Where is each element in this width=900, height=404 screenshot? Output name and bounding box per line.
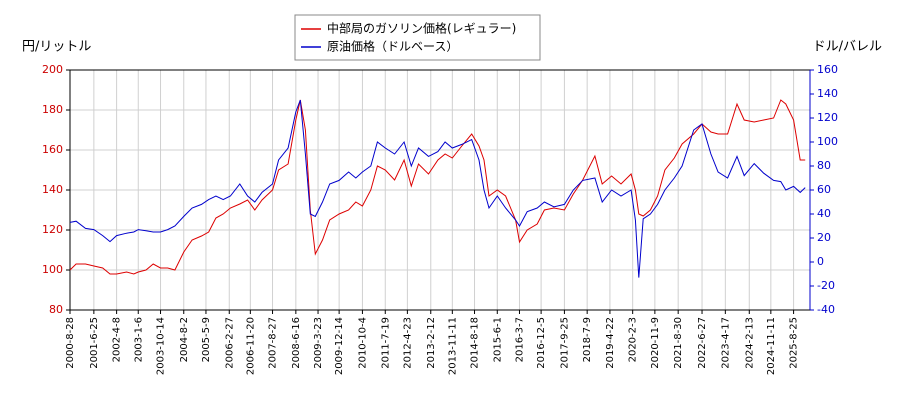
x-tick-label: 2005-5-9	[201, 317, 212, 362]
x-tick-label: 2013-11-11	[447, 317, 458, 375]
x-tick-label: 2003-1-6	[133, 317, 144, 362]
x-tick-label: 2006-2-27	[224, 317, 235, 369]
y2-tick-label: -20	[817, 279, 835, 292]
y2-tick-label: 80	[817, 159, 831, 172]
series-line	[69, 99, 806, 278]
y2-tick-label: 60	[817, 183, 831, 196]
y-tick-label: 80	[49, 303, 63, 316]
y2-tick-label: 140	[817, 87, 838, 100]
x-tick-label: 2002-4-8	[112, 317, 123, 362]
y-tick-label: 100	[42, 263, 63, 276]
x-tick-label: 2020-2-3	[628, 317, 639, 362]
y2-tick-label: 0	[817, 255, 824, 268]
x-tick-label: 2010-10-4	[357, 317, 368, 369]
y-tick-label: 200	[42, 63, 63, 76]
x-tick-label: 2019-4-22	[605, 317, 616, 369]
x-tick-label: 2017-9-25	[559, 317, 570, 369]
legend-label: 中部局のガソリン価格(レギュラー)	[327, 21, 516, 36]
y-axis-label: 円/リットル	[22, 40, 91, 55]
y-tick-label: 180	[42, 103, 63, 116]
x-tick-label: 2011-7-19	[380, 317, 391, 369]
x-tick-label: 2016-3-7	[514, 317, 525, 362]
x-tick-label: 2009-12-14	[334, 317, 345, 375]
y2-axis-label: ドル/バレル	[813, 40, 882, 55]
y-tick-label: 160	[42, 143, 63, 156]
y2-tick-label: -40	[817, 303, 835, 316]
x-tick-label: 2006-11-20	[245, 317, 256, 375]
x-tick-label: 2023-4-17	[720, 317, 731, 369]
y2-tick-label: 40	[817, 207, 831, 220]
x-tick-label: 2004-8-2	[179, 317, 190, 362]
series-line	[69, 99, 806, 275]
x-tick-label: 2008-6-16	[291, 317, 302, 369]
x-tick-label: 2025-8-25	[789, 317, 800, 369]
x-tick-label: 2013-2-12	[426, 317, 437, 369]
x-tick-label: 2007-8-27	[268, 317, 279, 369]
x-tick-label: 2000-8-28	[65, 317, 76, 369]
y2-tick-label: 160	[817, 63, 838, 76]
y-tick-label: 120	[42, 223, 63, 236]
x-tick-label: 2001-6-25	[89, 317, 100, 369]
y2-tick-label: 20	[817, 231, 831, 244]
x-tick-label: 2012-4-23	[402, 317, 413, 369]
x-tick-label: 2018-7-9	[582, 317, 593, 362]
y2-tick-label: 100	[817, 135, 838, 148]
y2-tick-label: 120	[817, 111, 838, 124]
x-tick-label: 2020-11-9	[650, 317, 661, 369]
x-tick-label: 2003-10-14	[156, 317, 167, 375]
y-tick-label: 140	[42, 183, 63, 196]
x-tick-label: 2021-8-30	[673, 317, 684, 369]
x-tick-label: 2014-8-18	[470, 317, 481, 369]
legend-box	[294, 14, 541, 61]
x-tick-label: 2016-12-5	[536, 317, 547, 369]
legend: 中部局のガソリン価格(レギュラー) 原油価格（ドルベース）	[294, 14, 541, 61]
legend-label: 原油価格（ドルベース）	[327, 39, 458, 54]
x-tick-label: 2022-6-27	[697, 317, 708, 369]
x-tick-label: 2015-6-1	[492, 317, 503, 362]
x-tick-label: 2024-2-13	[744, 317, 755, 369]
x-tick-label: 2024-11-11	[766, 317, 777, 375]
x-tick-label: 2009-3-23	[313, 317, 324, 369]
